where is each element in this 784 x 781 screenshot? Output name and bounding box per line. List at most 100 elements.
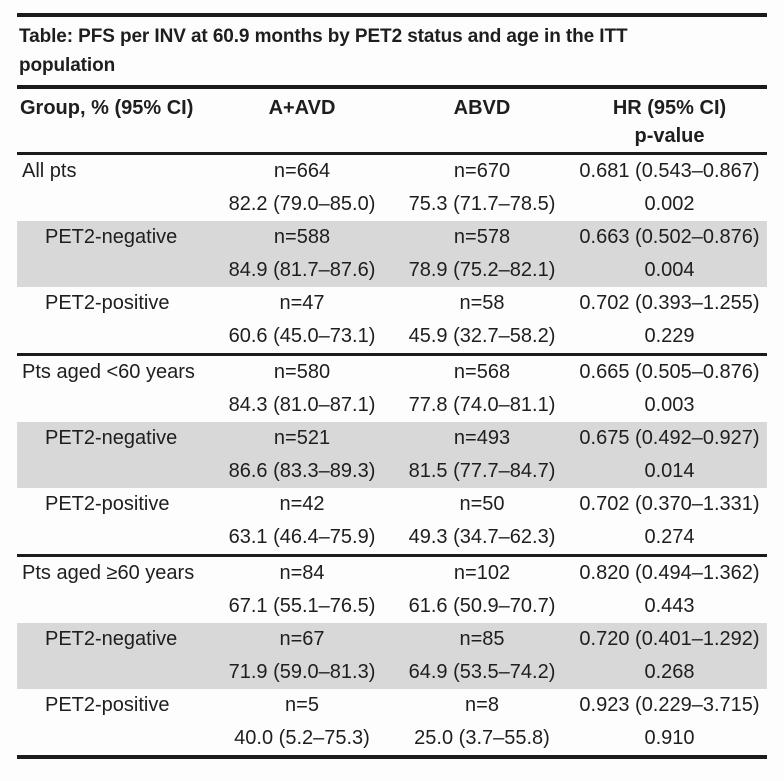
column-header-hr-pvalue: HR (95% CI) p-value	[572, 94, 767, 150]
abvd-n-value: n=8	[465, 694, 499, 716]
abvd-n-value: n=670	[453, 160, 511, 182]
aavd-n-value: n=47	[279, 292, 325, 314]
aavd-n-value: n=67	[279, 628, 325, 650]
header-bottom-rule	[17, 152, 767, 155]
table-title: Table: PFS per INV at 60.9 months by PET…	[17, 17, 749, 85]
hr-ci-value: 0.820 (0.494–1.362)	[579, 562, 760, 584]
abvd-pct-value: 49.3 (34.7–62.3)	[408, 526, 556, 548]
abvd-cell: n=50 49.3 (34.7–62.3)	[392, 488, 572, 554]
aavd-cell: n=47 60.6 (45.0–73.1)	[212, 287, 392, 353]
table-row-aged-under-60: Pts aged <60 years n=580 84.3 (81.0–87.1…	[17, 356, 767, 422]
column-header-row: Group, % (95% CI) A+AVD ABVD HR (95% CI)…	[17, 89, 767, 152]
p-value: 0.004	[644, 259, 695, 281]
group-label: PET2-negative	[45, 628, 178, 650]
aavd-cell: n=84 67.1 (55.1–76.5)	[212, 557, 392, 623]
aavd-pct-value: 86.6 (83.3–89.3)	[228, 460, 376, 482]
abvd-cell: n=568 77.8 (74.0–81.1)	[392, 356, 572, 422]
p-value: 0.014	[644, 460, 695, 482]
abvd-cell: n=85 64.9 (53.5–74.2)	[392, 623, 572, 689]
table-row-aged-60-plus: Pts aged ≥60 years n=84 67.1 (55.1–76.5)…	[17, 557, 767, 623]
table-title-line1: Table: PFS per INV at 60.9 months by PET…	[19, 26, 628, 47]
abvd-n-value: n=568	[453, 361, 511, 383]
hr-cell: 0.923 (0.229–3.715) 0.910	[572, 689, 767, 755]
hr-ci-value: 0.675 (0.492–0.927)	[579, 427, 760, 449]
table-bottom-rule	[17, 755, 767, 759]
abvd-cell: n=578 78.9 (75.2–82.1)	[392, 221, 572, 287]
table-row-pet2-negative: PET2-negative n=67 71.9 (59.0–81.3) n=85…	[17, 623, 767, 689]
p-value: 0.443	[644, 595, 695, 617]
aavd-pct-value: 67.1 (55.1–76.5)	[228, 595, 376, 617]
aavd-cell: n=5 40.0 (5.2–75.3)	[212, 689, 392, 755]
p-value: 0.268	[644, 661, 695, 683]
section-divider-rule	[17, 353, 767, 356]
group-label: PET2-positive	[45, 493, 170, 515]
abvd-pct-value: 77.8 (74.0–81.1)	[408, 394, 556, 416]
aavd-cell: n=42 63.1 (46.4–75.9)	[212, 488, 392, 554]
aavd-pct-value: 71.9 (59.0–81.3)	[228, 661, 376, 683]
group-label: All pts	[22, 160, 77, 182]
abvd-cell: n=493 81.5 (77.7–84.7)	[392, 422, 572, 488]
abvd-pct-value: 75.3 (71.7–78.5)	[408, 193, 556, 215]
aavd-cell: n=521 86.6 (83.3–89.3)	[212, 422, 392, 488]
aavd-n-value: n=580	[273, 361, 331, 383]
group-label: Pts aged <60 years	[22, 361, 195, 383]
hr-cell: 0.665 (0.505–0.876) 0.003	[572, 356, 767, 422]
aavd-n-value: n=588	[273, 226, 331, 248]
abvd-n-value: n=102	[453, 562, 511, 584]
abvd-cell: n=102 61.6 (50.9–70.7)	[392, 557, 572, 623]
abvd-n-value: n=50	[459, 493, 505, 515]
group-label: PET2-positive	[45, 292, 170, 314]
table-title-line2: population	[19, 55, 116, 76]
aavd-pct-value: 60.6 (45.0–73.1)	[228, 325, 376, 347]
p-value: 0.002	[644, 193, 695, 215]
aavd-pct-value: 63.1 (46.4–75.9)	[228, 526, 376, 548]
abvd-cell: n=8 25.0 (3.7–55.8)	[392, 689, 572, 755]
abvd-n-value: n=578	[453, 226, 511, 248]
abvd-pct-value: 64.9 (53.5–74.2)	[408, 661, 556, 683]
hr-cell: 0.675 (0.492–0.927) 0.014	[572, 422, 767, 488]
hr-cell: 0.702 (0.393–1.255) 0.229	[572, 287, 767, 353]
abvd-n-value: n=493	[453, 427, 511, 449]
abvd-pct-value: 45.9 (32.7–58.2)	[408, 325, 556, 347]
abvd-pct-value: 61.6 (50.9–70.7)	[408, 595, 556, 617]
hr-cell: 0.820 (0.494–1.362) 0.443	[572, 557, 767, 623]
abvd-pct-value: 78.9 (75.2–82.1)	[408, 259, 556, 281]
table-row-pet2-negative: PET2-negative n=588 84.9 (81.7–87.6) n=5…	[17, 221, 767, 287]
hr-ci-value: 0.702 (0.370–1.331)	[579, 493, 760, 515]
hr-cell: 0.702 (0.370–1.331) 0.274	[572, 488, 767, 554]
table-row-all-pts: All pts n=664 82.2 (79.0–85.0) n=670 75.…	[17, 155, 767, 221]
hr-cell: 0.720 (0.401–1.292) 0.268	[572, 623, 767, 689]
group-label: PET2-negative	[45, 427, 178, 449]
table-row-pet2-positive: PET2-positive n=42 63.1 (46.4–75.9) n=50…	[17, 488, 767, 554]
group-label: PET2-positive	[45, 694, 170, 716]
hr-ci-value: 0.923 (0.229–3.715)	[579, 694, 760, 716]
aavd-n-value: n=521	[273, 427, 331, 449]
column-header-group: Group, % (95% CI)	[20, 97, 194, 119]
hr-ci-value: 0.665 (0.505–0.876)	[579, 361, 760, 383]
aavd-pct-value: 82.2 (79.0–85.0)	[228, 193, 376, 215]
aavd-pct-value: 84.9 (81.7–87.6)	[228, 259, 376, 281]
aavd-cell: n=67 71.9 (59.0–81.3)	[212, 623, 392, 689]
aavd-pct-value: 84.3 (81.0–87.1)	[228, 394, 376, 416]
aavd-n-value: n=664	[273, 160, 331, 182]
hr-ci-value: 0.663 (0.502–0.876)	[579, 226, 760, 248]
aavd-n-value: n=5	[285, 694, 319, 716]
column-header-pvalue: p-value	[634, 125, 705, 147]
abvd-cell: n=58 45.9 (32.7–58.2)	[392, 287, 572, 353]
table-top-rule	[17, 13, 767, 17]
hr-cell: 0.663 (0.502–0.876) 0.004	[572, 221, 767, 287]
table-row-pet2-negative: PET2-negative n=521 86.6 (83.3–89.3) n=4…	[17, 422, 767, 488]
aavd-pct-value: 40.0 (5.2–75.3)	[234, 727, 370, 749]
hr-cell: 0.681 (0.543–0.867) 0.002	[572, 155, 767, 221]
aavd-n-value: n=84	[279, 562, 325, 584]
title-bottom-rule	[17, 85, 767, 89]
hr-ci-value: 0.702 (0.393–1.255)	[579, 292, 760, 314]
section-divider-rule	[17, 554, 767, 557]
abvd-n-value: n=85	[459, 628, 505, 650]
aavd-cell: n=664 82.2 (79.0–85.0)	[212, 155, 392, 221]
p-value: 0.274	[644, 526, 695, 548]
group-label: PET2-negative	[45, 226, 178, 248]
column-header-aavd: A+AVD	[268, 97, 336, 119]
column-header-hr: HR (95% CI)	[612, 97, 727, 119]
